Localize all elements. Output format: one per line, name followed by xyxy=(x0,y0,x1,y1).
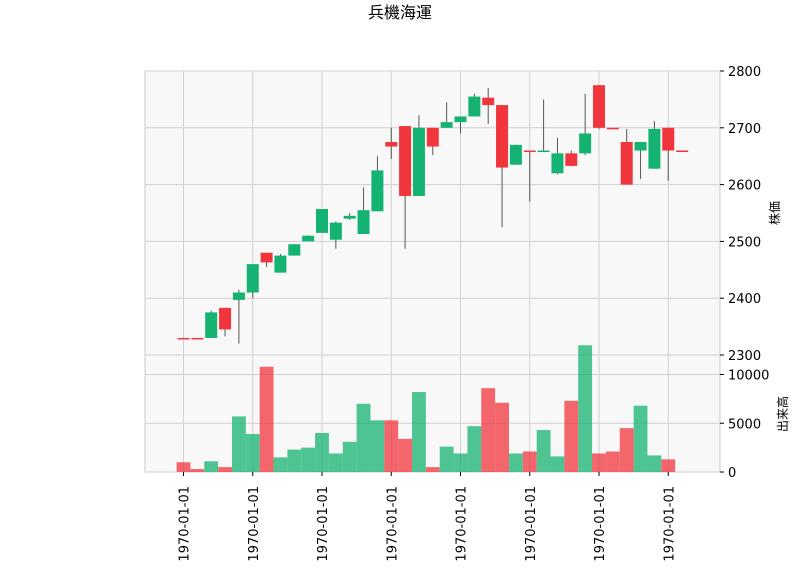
volume-axis-label: 出来高 xyxy=(775,396,790,432)
volume-bar xyxy=(605,451,620,472)
volume-tick-label: 0 xyxy=(728,466,736,481)
volume-bar xyxy=(342,441,357,472)
volume-bar xyxy=(176,462,191,472)
volume-bar xyxy=(481,388,496,472)
candle-body xyxy=(468,96,481,117)
x-tick-label: 1970-01-01 xyxy=(385,486,400,562)
candle-body xyxy=(385,142,398,147)
candle-body xyxy=(648,128,661,169)
candle-body xyxy=(205,312,218,338)
x-tick-label: 1970-01-01 xyxy=(524,486,539,562)
volume-bar xyxy=(287,449,302,472)
candle-body xyxy=(329,222,342,240)
volume-bar xyxy=(315,433,329,472)
x-tick-label: 1970-01-01 xyxy=(247,486,262,562)
volume-bar xyxy=(633,405,648,472)
volume-bar xyxy=(647,455,662,472)
candle-body xyxy=(399,126,412,196)
candle-body xyxy=(509,144,522,165)
price-tick-label: 2400 xyxy=(728,292,761,307)
volume-tick-label: 10000 xyxy=(728,369,769,384)
volume-bar xyxy=(467,426,482,472)
candle-body xyxy=(412,127,425,196)
volume-bar xyxy=(301,447,316,472)
candle-body xyxy=(454,116,467,123)
volume-bar xyxy=(661,459,676,472)
candle-body xyxy=(426,127,439,147)
candle-body xyxy=(440,122,453,128)
price-tick-label: 2600 xyxy=(728,179,761,194)
candle-body xyxy=(593,85,605,128)
volume-bar xyxy=(592,453,606,472)
volume-bar xyxy=(508,453,523,472)
volume-bar xyxy=(190,469,205,472)
volume-bar xyxy=(453,453,468,472)
x-tick-label: 1970-01-01 xyxy=(662,486,677,562)
candle-body xyxy=(288,244,301,256)
candle-body xyxy=(219,307,232,330)
candle-body xyxy=(606,127,619,130)
volume-bar xyxy=(398,438,413,472)
x-tick-label: 1970-01-01 xyxy=(316,486,331,562)
candle-body xyxy=(523,150,536,153)
price-tick-label: 2700 xyxy=(728,122,761,137)
candle-body xyxy=(246,264,259,293)
volume-bar xyxy=(273,457,288,472)
candle-body xyxy=(343,215,356,219)
candle-body xyxy=(551,153,564,174)
candle-body xyxy=(565,153,578,166)
candle-body xyxy=(357,210,370,235)
volume-bar xyxy=(218,467,232,472)
candle-body xyxy=(371,170,384,212)
volume-bar xyxy=(356,403,371,472)
candle-body xyxy=(191,337,204,340)
volume-bar xyxy=(259,366,274,472)
chart-title: 兵機海運 xyxy=(368,3,432,22)
volume-bar xyxy=(619,428,634,472)
volume-tick-label: 5000 xyxy=(728,417,761,432)
volume-bar xyxy=(564,400,579,472)
candle-body xyxy=(537,150,550,153)
price-tick-label: 2300 xyxy=(728,349,761,364)
candle-body xyxy=(662,127,675,151)
volume-bar xyxy=(550,456,565,472)
volume-bar xyxy=(578,345,593,472)
volume-bar xyxy=(245,433,260,472)
volume-bar xyxy=(425,467,440,472)
price-tick-label: 2500 xyxy=(728,235,761,250)
x-tick-label: 1970-01-01 xyxy=(178,486,193,562)
candle-body xyxy=(676,150,689,153)
volume-bar xyxy=(370,420,385,472)
volume-bar xyxy=(384,420,399,472)
candle-body xyxy=(579,133,592,154)
volume-bar xyxy=(204,461,219,472)
candle-body xyxy=(316,209,328,233)
price-axis-label: 株価 xyxy=(767,201,782,225)
candle-body xyxy=(482,97,495,106)
volume-bars-layer xyxy=(176,345,676,472)
volume-bar xyxy=(439,446,454,472)
volume-bar xyxy=(536,430,551,472)
price-tick-label: 2800 xyxy=(728,65,761,80)
x-tick-label: 1970-01-01 xyxy=(455,486,470,562)
candle-body xyxy=(260,252,273,263)
axis-ticks: 2300 2400 2500 2600 2700 2800 0 5000 10000 1970-0… xyxy=(178,65,770,562)
volume-bar xyxy=(522,451,537,472)
candle-body xyxy=(496,105,509,168)
candle-body xyxy=(274,255,287,273)
volume-bar xyxy=(231,416,246,472)
price-panel xyxy=(144,70,721,356)
candle-body xyxy=(634,142,647,151)
volume-bar xyxy=(328,453,343,472)
candle-body xyxy=(620,142,633,185)
candle-body xyxy=(232,292,245,300)
candle-body xyxy=(302,235,315,242)
volume-bar xyxy=(495,402,509,472)
candle-body xyxy=(177,337,190,340)
candles-layer xyxy=(177,85,689,344)
volume-bar xyxy=(412,392,426,472)
x-tick-label: 1970-01-01 xyxy=(593,486,608,562)
